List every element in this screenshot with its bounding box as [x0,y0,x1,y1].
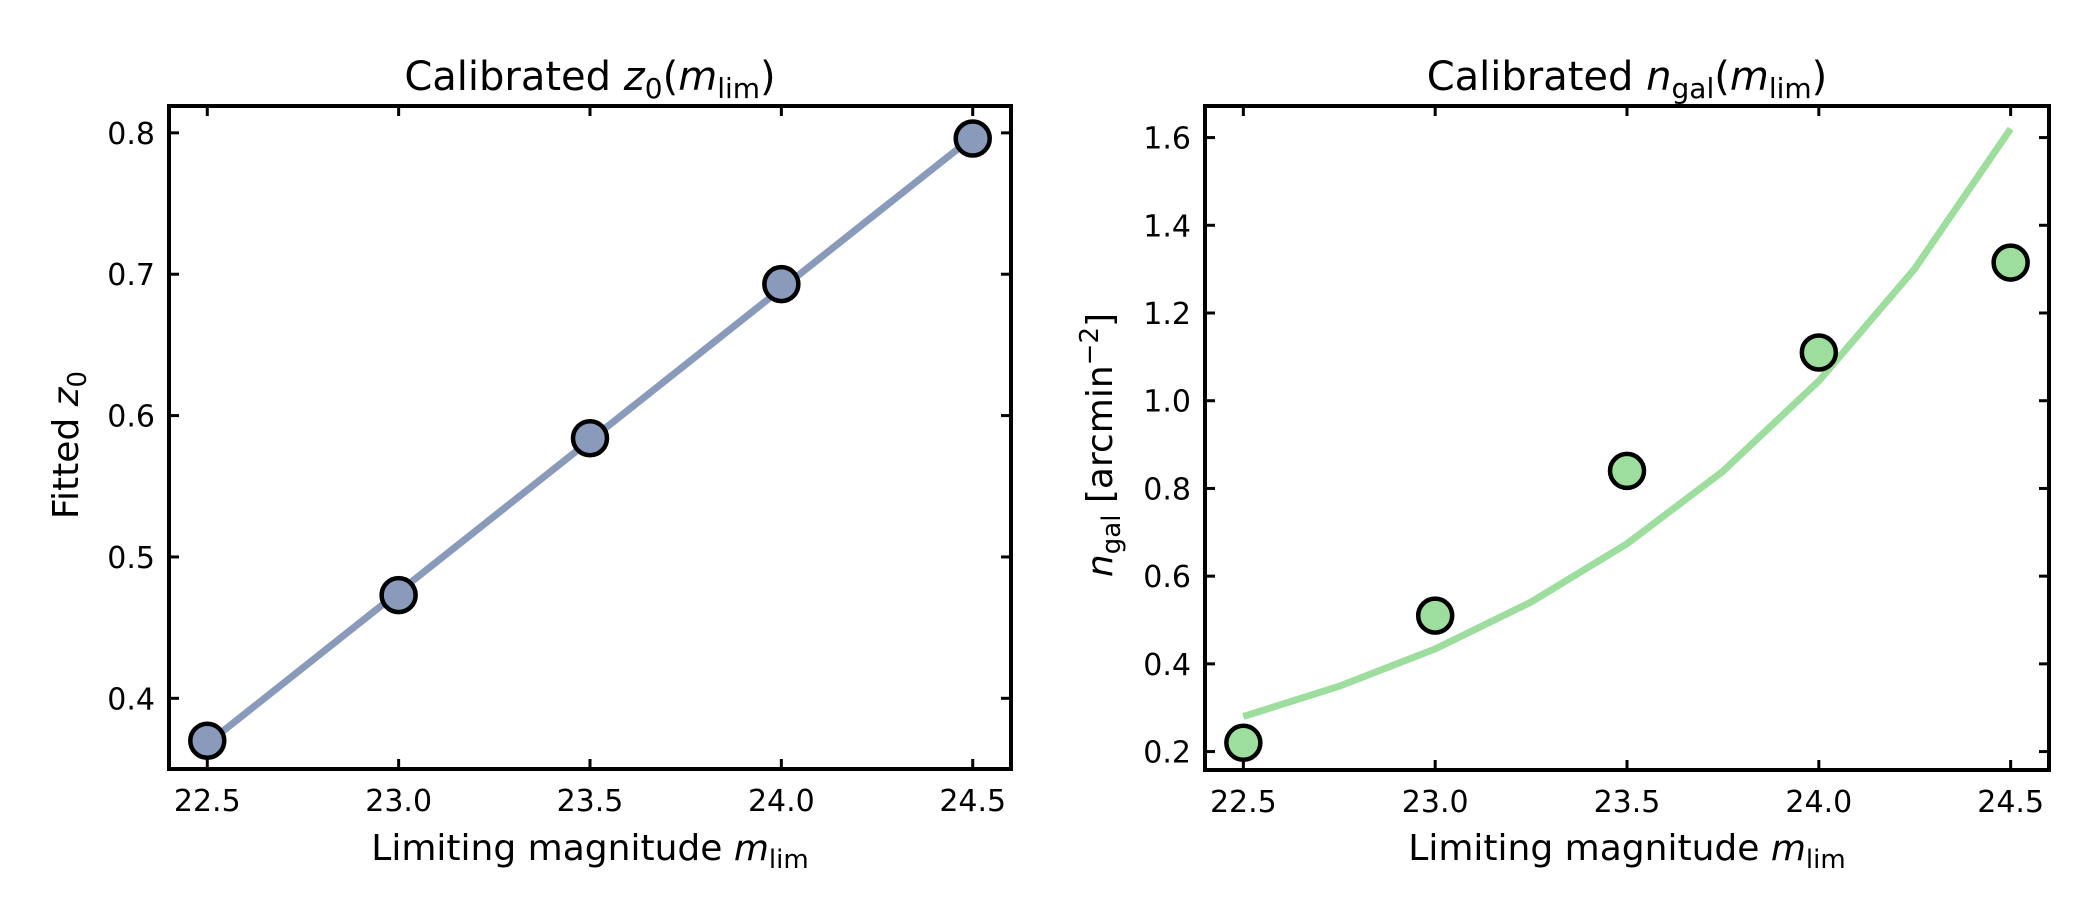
y-axis-label: ngal [arcmin−2] [1075,313,1127,577]
axes-frame [1203,104,2051,772]
data-point [1991,243,2030,282]
y-tick-label: 0.6 [107,400,155,435]
chart-title: Calibrated z0(mlim) [404,54,775,105]
y-axis-label: Fitted z0 [46,371,93,519]
x-tick-label: 24.5 [1977,785,2044,820]
y-tick-label: 0.5 [107,541,155,576]
y-tick-label: 0.8 [107,117,155,152]
axes-frame [167,104,1013,771]
data-point [762,264,801,304]
x-axis-label: Limiting magnitude mlim [1408,828,1845,875]
x-tick-label: 24.0 [1785,785,1852,820]
data-point [1224,723,1263,763]
x-tick-label: 22.5 [174,784,241,819]
x-axis-label: Limiting magnitude mlim [371,828,808,875]
fit-line [1242,126,2014,720]
data-point [188,721,227,760]
x-tick-label: 24.5 [939,784,1006,819]
x-tick-label: 22.5 [1210,785,1277,820]
x-tick-label: 23.0 [1402,785,1469,820]
x-tick-label: 23.5 [1594,785,1661,820]
data-point [570,418,610,458]
x-tick-label: 23.5 [557,784,624,819]
data-point [1607,451,1647,491]
z0-panel: 22.5 23.0 23.5 24.0 24.5 0.4 0.5 0.6 0.7 0.8 Cali… [46,54,1013,875]
data-point [953,119,992,158]
y-tick-label: 0.8 [1143,472,1191,507]
data-point [1415,596,1455,635]
ngal-panel: 22.5 23.0 23.5 24.0 24.5 0.2 0.4 0.6 0.8 1.0 1.2 1.… [1075,54,2051,875]
data-point [379,575,418,615]
y-tick-label: 0.6 [1143,560,1191,595]
x-tick-label: 23.0 [365,784,432,819]
y-tick-label: 1.0 [1143,385,1191,420]
y-tick-label: 0.7 [107,258,155,293]
y-tick-label: 1.2 [1143,297,1191,332]
y-tick-label: 0.2 [1143,736,1191,771]
y-tick-label: 1.6 [1143,122,1191,157]
x-tick-label: 24.0 [748,784,815,819]
y-tick-label: 0.4 [1143,648,1191,683]
data-point [1799,333,1839,372]
y-tick-label: 1.4 [1143,209,1191,244]
y-tick-label: 0.4 [107,682,155,717]
chart-title: Calibrated ngal(mlim) [1427,54,1828,105]
